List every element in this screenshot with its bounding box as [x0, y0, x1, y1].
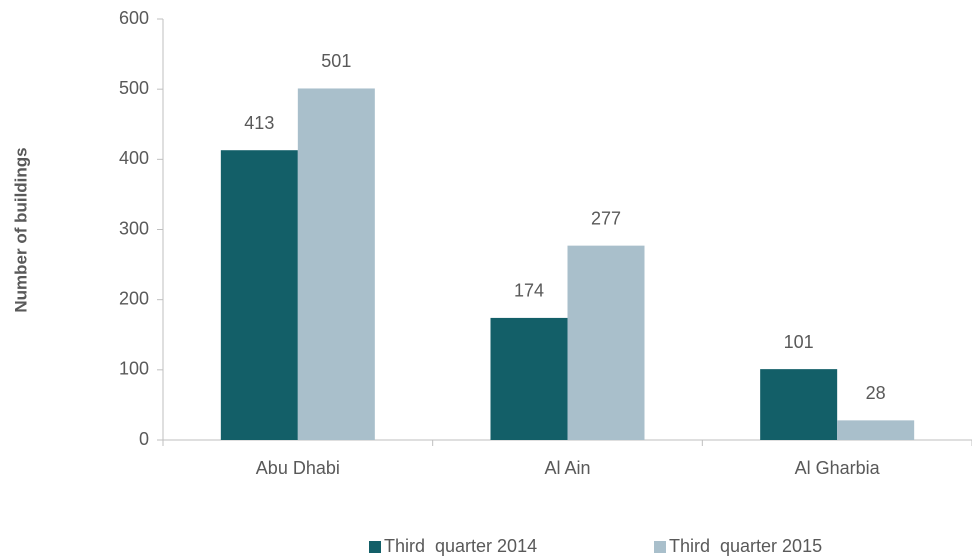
- bar: [760, 369, 838, 440]
- x-tick-label: Abu Dhabi: [256, 458, 340, 478]
- y-tick-label: 500: [119, 78, 149, 98]
- bar: [220, 150, 298, 440]
- bar: [297, 88, 375, 440]
- legend-swatch: [654, 541, 666, 553]
- legend-label: Third quarter 2015: [669, 536, 822, 556]
- x-tick-label: Al Gharbia: [795, 458, 881, 478]
- y-tick-label: 100: [119, 359, 149, 379]
- data-label: 28: [866, 383, 886, 403]
- y-tick-label: 200: [119, 288, 149, 308]
- bar: [490, 317, 568, 440]
- data-label: 277: [591, 208, 621, 228]
- legend-label: Third quarter 2014: [384, 536, 537, 556]
- y-tick-label: 0: [139, 429, 149, 449]
- y-axis-label: Number of buildings: [11, 147, 30, 312]
- data-label: 101: [784, 332, 814, 352]
- bar: [837, 420, 915, 440]
- y-tick-label: 400: [119, 148, 149, 168]
- data-label: 501: [321, 51, 351, 71]
- legend-swatch: [369, 541, 381, 553]
- bar: [567, 245, 645, 440]
- y-tick-label: 600: [119, 8, 149, 28]
- data-label: 174: [514, 281, 544, 301]
- y-tick-label: 300: [119, 218, 149, 238]
- x-tick-label: Al Ain: [544, 458, 590, 478]
- data-label: 413: [244, 113, 274, 133]
